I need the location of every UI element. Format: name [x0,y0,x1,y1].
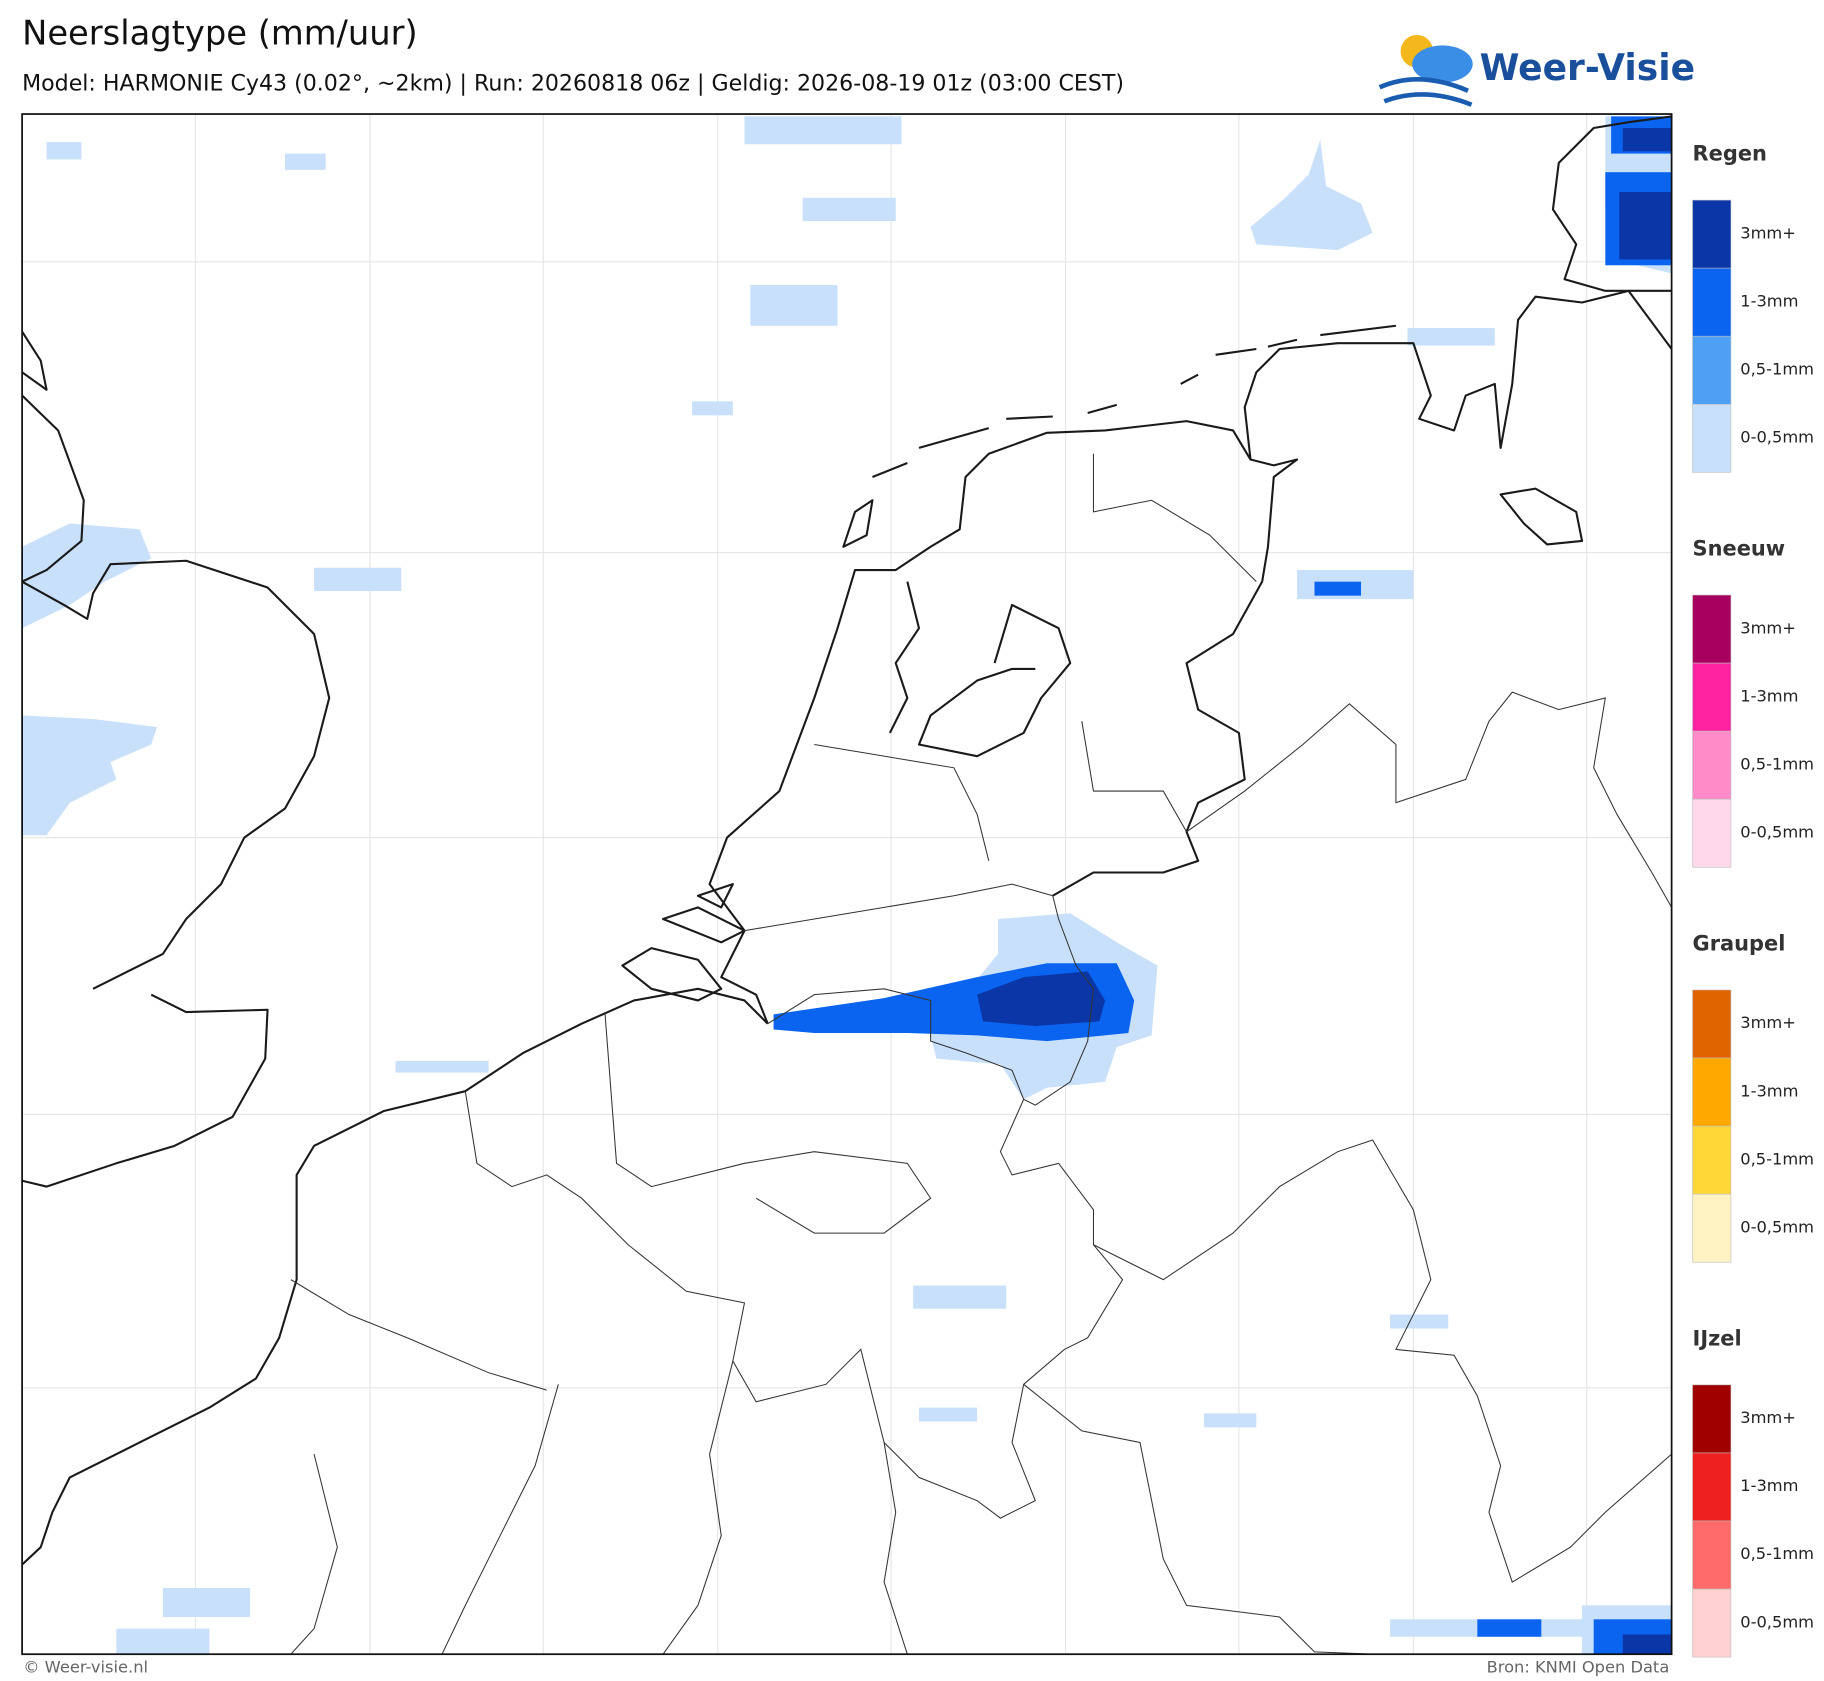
legend: Regen 3mm+ 1-3mm 0,5-1mm 0-0,5mm Sneeuw 3mm+ 1-… [1692,142,1814,1658]
borders [290,453,1672,1655]
graticule [22,114,1672,1655]
map-shape [1551,115,1672,292]
legend-swatch [1692,594,1732,664]
legend-label: 1-3mm [1740,291,1798,310]
legend-label: 3mm+ [1740,1408,1796,1427]
map-shape [802,197,896,222]
map-frame [21,113,1673,1656]
legend-label: 3mm+ [1740,1013,1796,1032]
map-shape [1314,581,1362,596]
legend-label: 0,5-1mm [1740,359,1814,378]
map-shape [744,116,902,145]
map-shape [116,1628,210,1655]
legend-title: Sneeuw [1693,537,1786,561]
precipitation [22,116,1672,1655]
legend-title: Graupel [1693,932,1786,956]
logo-waves [1378,77,1473,107]
map [22,114,1672,1655]
legend-label: 1-3mm [1740,686,1798,705]
map-shape [750,285,838,326]
legend-swatch [1692,199,1732,269]
map-shape [290,1279,1373,1655]
legend-title: IJzel [1693,1327,1742,1351]
legend-swatch [1692,798,1732,868]
map-shape [1499,487,1584,546]
legend-swatch [1692,662,1732,732]
legend-swatch [1692,1588,1732,1658]
legend-title: Regen [1693,142,1767,166]
map-shape [692,401,733,416]
map-shape [1622,128,1672,152]
subtitle: Model: HARMONIE Cy43 (0.02°, ~2km) | Run… [22,70,1124,96]
legend-swatch [1692,267,1732,337]
legend-label: 3mm+ [1740,223,1796,242]
legend-swatch [1692,989,1732,1059]
map-shape [1243,289,1672,460]
map-shape [1093,1139,1672,1583]
map-shape [22,987,769,1566]
legend-label: 0-0,5mm [1740,428,1814,447]
coastlines [22,115,1672,1566]
map-shape [842,324,1397,548]
footer-source: Bron: KNMI Open Data [1487,1658,1670,1677]
map-shape [1390,1314,1449,1329]
precipitation-heavy [977,128,1672,1655]
legend-swatch [1692,335,1732,405]
logo-text: Weer-Visie [1480,47,1695,89]
map-shape [1186,691,1672,908]
map-shape [22,523,152,629]
map-shape [22,331,331,1188]
legend-swatch [1692,730,1732,800]
legend-swatch [1692,1384,1732,1454]
map-shape [604,453,1257,1234]
logo-cloud [1412,45,1473,83]
map-shape [46,141,82,160]
legend-swatch [1692,1452,1732,1522]
title: Neerslagtype (mm/uur) [22,13,418,52]
map-shape [888,581,1072,758]
map-shape [464,988,1124,1519]
legend-label: 0-0,5mm [1740,1217,1814,1236]
map-shape [1203,1413,1257,1428]
map-shape [285,153,326,170]
map-shape [1619,191,1672,260]
legend-swatch [1692,1057,1732,1127]
map-shape [918,1407,978,1422]
map-shape [1407,328,1495,346]
map-shape [913,1285,1007,1309]
legend-swatch [1692,403,1732,473]
map-shape [977,971,1106,1027]
map-shape [162,1587,251,1617]
legend-swatch [1692,1125,1732,1195]
map-shape [1023,895,1095,1106]
legend-label: 0,5-1mm [1740,1544,1814,1563]
map-shape [708,420,1299,1025]
legend-label: 1-3mm [1740,1081,1798,1100]
map-shape [22,715,158,836]
legend-label: 0-0,5mm [1740,822,1814,841]
map-shape [621,883,746,1002]
legend-label: 0,5-1mm [1740,754,1814,773]
logo: Weer-Visie [1378,34,1695,107]
map-shape [314,567,402,591]
map-shape [395,1060,489,1073]
legend-label: 0,5-1mm [1740,1149,1814,1168]
legend-label: 3mm+ [1740,618,1796,637]
legend-swatch [1692,1193,1732,1263]
legend-swatch [1692,1520,1732,1590]
footer-credit: © Weer-visie.nl [23,1658,148,1677]
map-shape [1622,1634,1672,1655]
map-shape [1477,1619,1542,1637]
legend-label: 0-0,5mm [1740,1612,1814,1631]
map-shape [1250,139,1373,251]
legend-label: 1-3mm [1740,1476,1798,1495]
